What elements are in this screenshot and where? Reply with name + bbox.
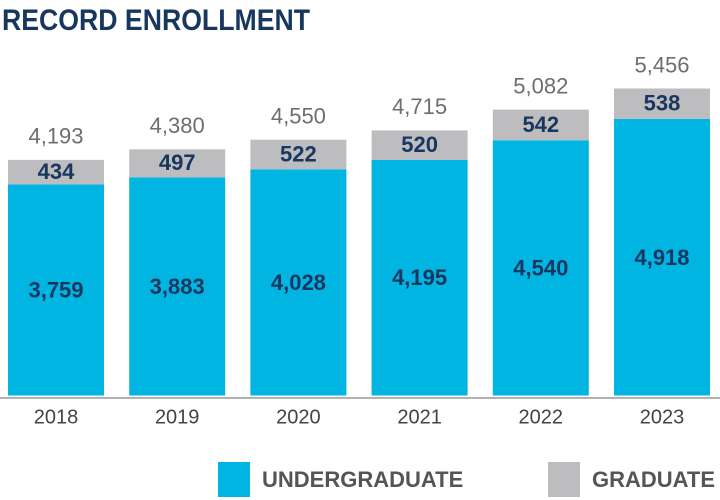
segment-label: 4,540: [513, 255, 568, 280]
bar-segment: [614, 88, 710, 119]
segment-label: 4,028: [271, 270, 326, 295]
segment-label: 3,759: [28, 278, 83, 303]
bar-segment: [250, 169, 347, 396]
bar-segment: [8, 184, 104, 396]
bar-segment: [371, 159, 468, 396]
segment-label: 522: [280, 141, 317, 166]
total-label: 4,550: [271, 104, 326, 129]
bar-segment: [371, 130, 468, 160]
total-label: 5,456: [634, 52, 689, 77]
x-tick-label: 2023: [640, 406, 685, 428]
legend-swatch: [218, 462, 250, 497]
bar-segment: [492, 109, 589, 141]
legend-label: GRADUATE: [592, 467, 715, 492]
segment-label: 497: [159, 150, 196, 175]
segment-label: 3,883: [150, 274, 205, 299]
bar-segment: [129, 149, 226, 178]
segment-label: 542: [522, 112, 559, 137]
x-tick-label: 2020: [276, 406, 321, 428]
total-label: 4,380: [150, 113, 205, 138]
legend-label: UNDERGRADUATE: [262, 467, 463, 492]
total-label: 4,715: [392, 94, 447, 119]
segment-label: 538: [644, 91, 681, 116]
bar-segment: [129, 177, 226, 396]
bar-segment: [492, 140, 589, 396]
x-tick-label: 2022: [519, 406, 564, 428]
segment-label: 520: [401, 132, 438, 157]
legend-swatch: [548, 462, 580, 497]
segment-label: 434: [38, 159, 75, 184]
total-label: 4,193: [28, 124, 83, 149]
bar-segment: [8, 159, 104, 185]
bar-segment: [614, 118, 710, 396]
segment-label: 4,195: [392, 265, 447, 290]
bar-segment: [250, 139, 347, 170]
x-tick-label: 2019: [155, 406, 200, 428]
chart-title: RECORD ENROLLMENT: [2, 4, 310, 37]
x-tick-label: 2021: [397, 406, 442, 428]
segment-label: 4,918: [634, 245, 689, 270]
total-label: 5,082: [513, 73, 568, 98]
x-tick-label: 2018: [34, 406, 79, 428]
